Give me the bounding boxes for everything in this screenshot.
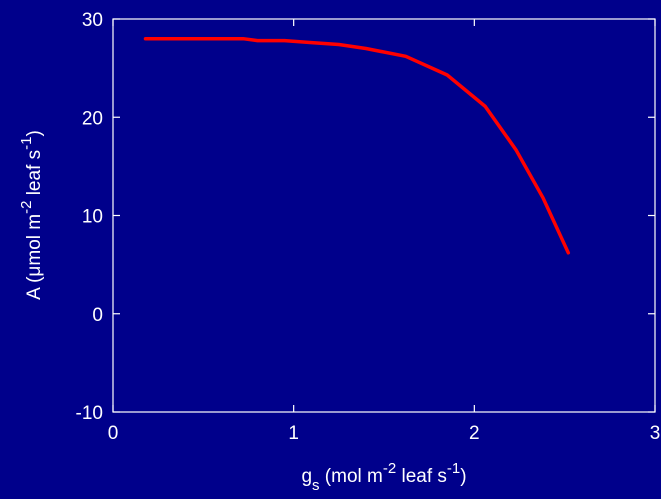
y-title-unit-pre: mol m (24, 214, 45, 266)
y-tick-label: 20 (82, 108, 103, 129)
y-tick-label: -10 (76, 403, 103, 424)
x-title-base: g (301, 466, 312, 487)
y-tick-label: 10 (82, 207, 103, 228)
y-title-unit-mid: leaf s (24, 150, 45, 201)
x-title-exp2: -1 (447, 460, 460, 477)
x-tick-label: 1 (288, 423, 299, 444)
y-axis-ticks: -10 0 10 20 30 (76, 10, 655, 424)
y-title-exp1: -2 (18, 201, 35, 214)
x-title-unit-pre: (mol m (320, 466, 383, 487)
y-tick-label: 0 (92, 305, 103, 326)
x-axis-ticks: 0 1 2 3 (108, 19, 661, 444)
x-axis-title: gs (mol m-2 leaf s-1) (301, 460, 466, 494)
x-title-unit-post: ) (460, 466, 466, 487)
y-axis-title: A (μmol m-2 leaf s-1) (18, 130, 45, 300)
y-title-unit-post: ) (24, 130, 45, 136)
x-tick-label: 2 (469, 423, 480, 444)
x-title-unit-mid: leaf s (396, 466, 447, 487)
y-title-exp2: -1 (18, 137, 35, 150)
x-tick-label: 0 (108, 423, 119, 444)
x-title-sub: s (312, 477, 320, 494)
series-line (143, 36, 571, 255)
y-tick-label: 30 (82, 10, 103, 31)
x-title-exp1: -2 (383, 460, 396, 477)
y-title-mu: μ (24, 266, 45, 277)
y-title-prefix: A ( (24, 276, 45, 300)
x-tick-label: 3 (650, 423, 661, 444)
plot-area (112, 18, 656, 413)
